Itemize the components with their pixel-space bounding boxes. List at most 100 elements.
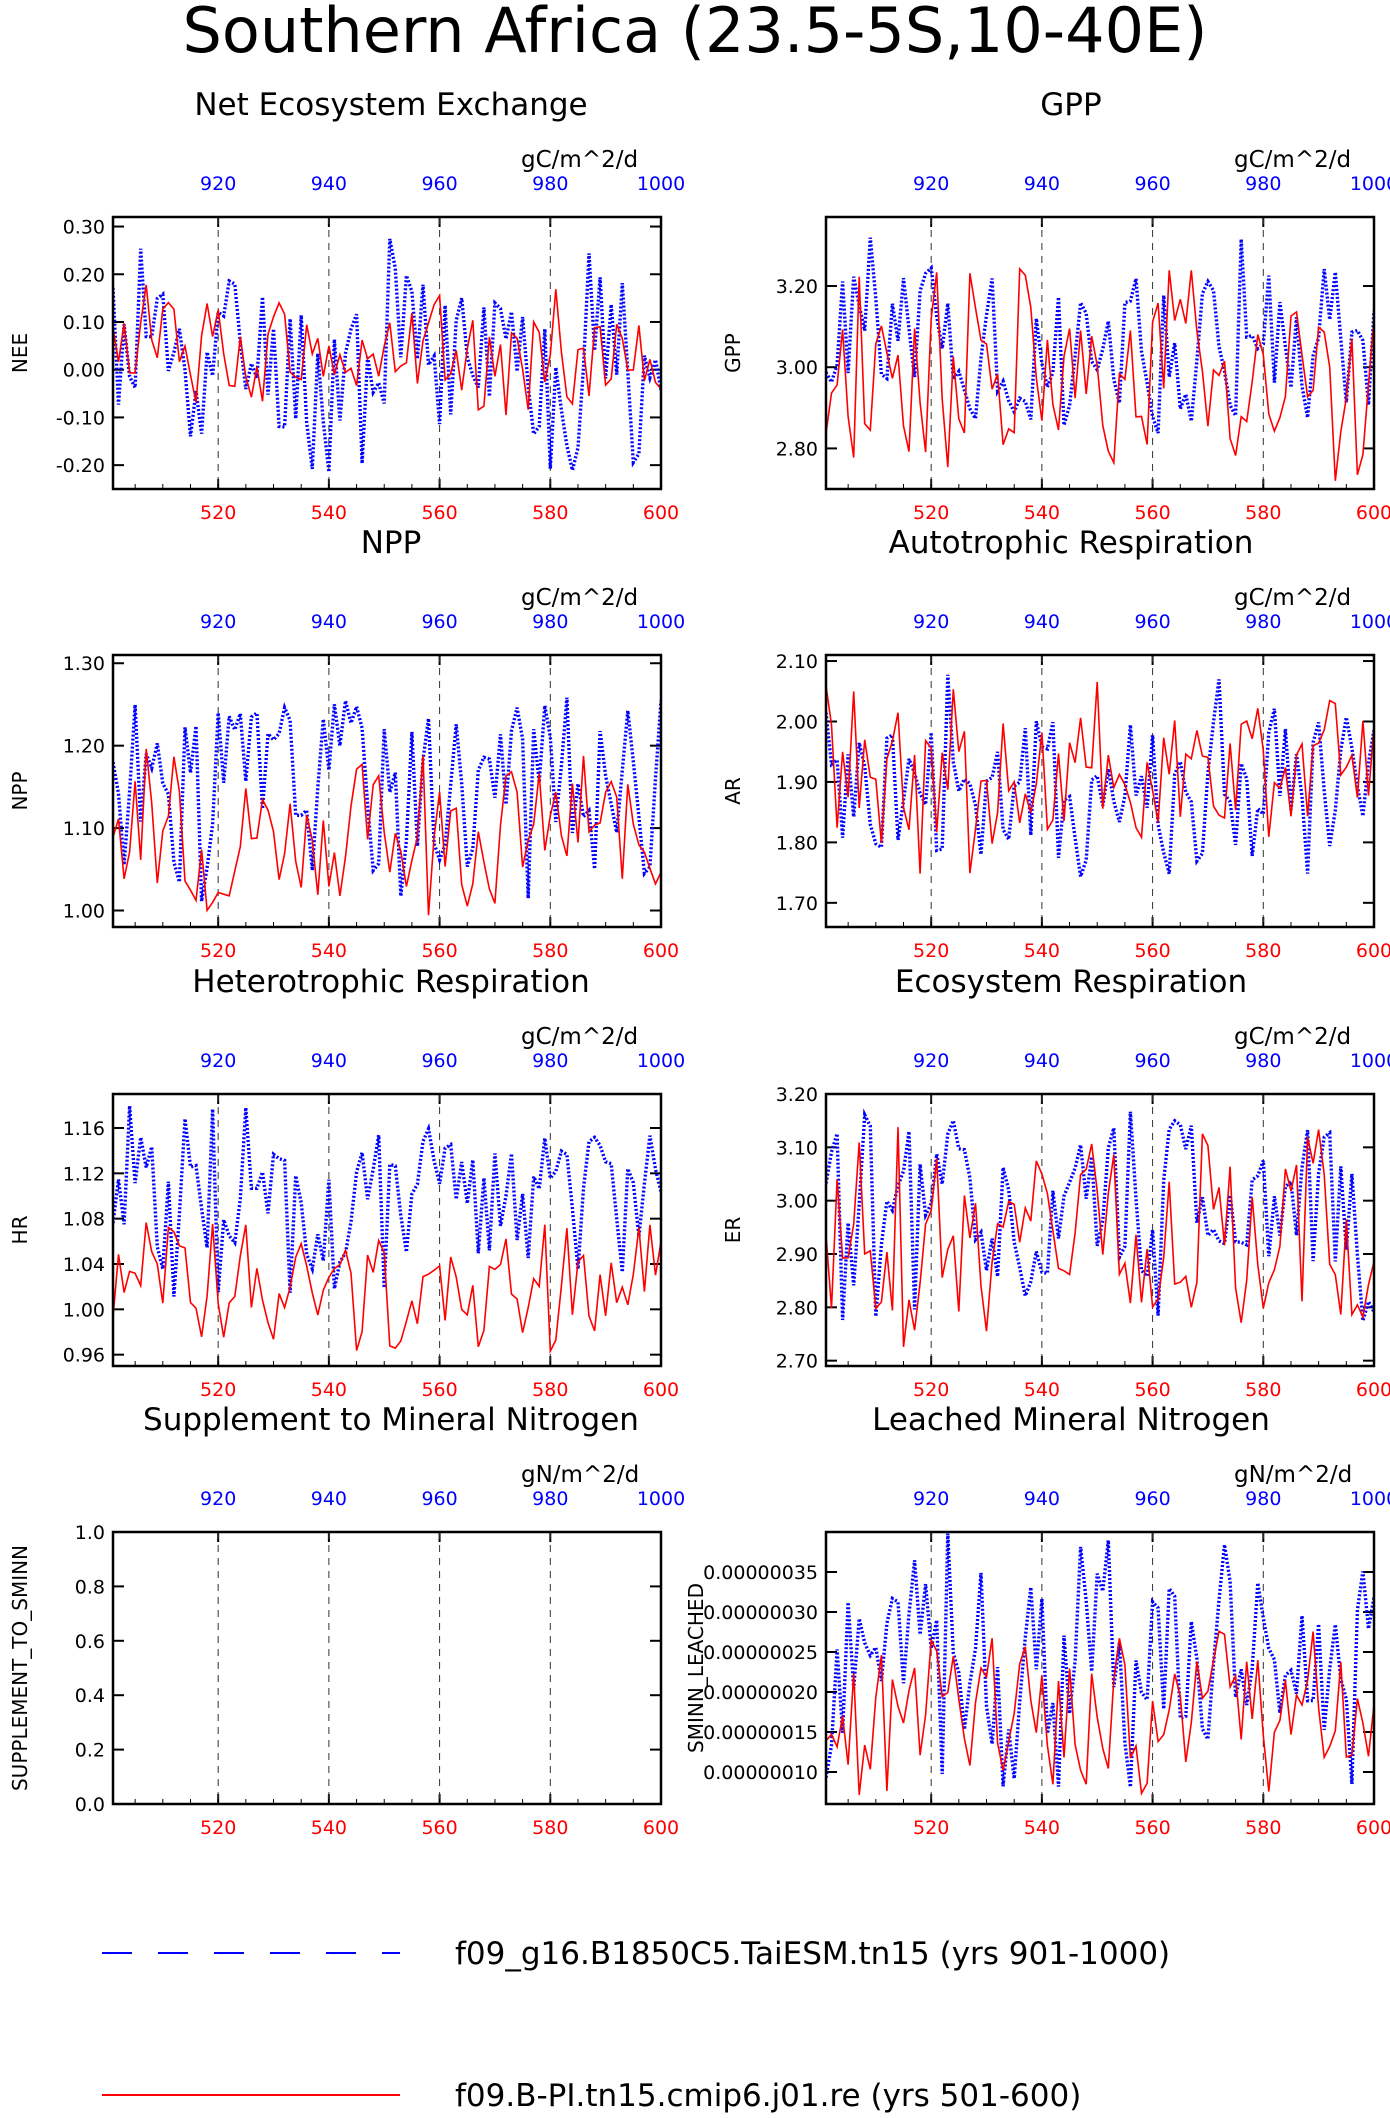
bottom-tick-label: 540: [1024, 1817, 1060, 1839]
bottom-tick-label: 540: [1024, 940, 1060, 962]
top-tick-label: 960: [1134, 1050, 1170, 1072]
top-tick-label: 1000: [637, 611, 685, 633]
panel-sminn-leached: Leached Mineral Nitrogen gN/m^2/d 920 940 96…: [684, 1402, 1390, 1839]
top-tick-label: 920: [200, 1488, 236, 1510]
plot-frame: [824, 1530, 1376, 1806]
legend: f09_g16.B1850C5.TaiESM.tn15 (yrs 901-100…: [102, 1936, 1170, 2114]
units-label: gN/m^2/d: [1234, 1462, 1352, 1488]
units-label: gC/m^2/d: [521, 585, 638, 611]
top-tick-label: 960: [1134, 611, 1170, 633]
series-line-blue: [826, 237, 1374, 434]
panel-title: Leached Mineral Nitrogen: [872, 1402, 1270, 1438]
bottom-tick-label: 580: [532, 502, 568, 524]
units-label: gC/m^2/d: [1234, 147, 1351, 173]
series-line-blue: [113, 697, 661, 902]
series-line-blue: [113, 238, 661, 473]
bottom-tick-label: 600: [1356, 940, 1390, 962]
panel-nee: Net Ecosystem Exchange gC/m^2/d 920 940 960 9…: [8, 87, 685, 524]
panel-title: Ecosystem Respiration: [895, 964, 1247, 1000]
top-tick-label: 940: [1024, 1050, 1060, 1072]
y-tick-label: 0.00000035: [703, 1562, 818, 1584]
y-tick-label: 1.80: [776, 832, 818, 854]
units-label: gN/m^2/d: [521, 1462, 639, 1488]
y-tick-label: 1.0: [75, 1522, 105, 1544]
y-tick-label: 1.04: [63, 1254, 105, 1276]
top-tick-label: 940: [311, 1488, 347, 1510]
panel-er: Ecosystem Respiration gC/m^2/d 920 940 960 98…: [721, 964, 1390, 1401]
bottom-tick-label: 520: [200, 940, 236, 962]
top-tick-label: 960: [421, 1050, 457, 1072]
y-axis-label: HR: [8, 1215, 32, 1244]
top-tick-label: 960: [1134, 1488, 1170, 1510]
y-tick-label: 1.70: [776, 893, 818, 915]
top-tick-label: 920: [200, 173, 236, 195]
bottom-tick-label: 560: [1134, 940, 1170, 962]
top-tick-label: 920: [913, 1050, 949, 1072]
bottom-tick-label: 580: [1245, 1817, 1281, 1839]
y-tick-label: 3.10: [776, 1137, 818, 1159]
bottom-tick-label: 580: [1245, 1379, 1281, 1401]
top-tick-label: 980: [532, 1050, 568, 1072]
y-tick-label: 0.4: [75, 1685, 105, 1707]
top-tick-label: 940: [311, 173, 347, 195]
y-axis-label: GPP: [721, 333, 745, 373]
bottom-tick-label: 600: [643, 940, 679, 962]
bottom-tick-label: 580: [1245, 940, 1281, 962]
panel-supplement-to-sminn: Supplement to Mineral Nitrogen gN/m^2/d 92…: [8, 1402, 685, 1839]
bottom-tick-label: 580: [532, 1379, 568, 1401]
top-tick-label: 940: [1024, 611, 1060, 633]
top-tick-label: 1000: [637, 1050, 685, 1072]
bottom-tick-label: 600: [1356, 502, 1390, 524]
y-tick-label: 1.10: [63, 818, 105, 840]
top-tick-label: 980: [532, 173, 568, 195]
bottom-tick-label: 580: [1245, 502, 1281, 524]
top-tick-label: 980: [532, 1488, 568, 1510]
top-tick-label: 980: [1245, 173, 1281, 195]
top-tick-label: 920: [913, 173, 949, 195]
top-tick-label: 940: [311, 611, 347, 633]
bottom-tick-label: 540: [1024, 1379, 1060, 1401]
bottom-tick-label: 520: [200, 1817, 236, 1839]
y-tick-label: 1.00: [63, 1299, 105, 1321]
top-tick-label: 980: [1245, 1050, 1281, 1072]
top-tick-label: 960: [421, 1488, 457, 1510]
bottom-tick-label: 600: [643, 1379, 679, 1401]
series-line-red: [826, 1127, 1374, 1347]
bottom-tick-label: 520: [913, 1817, 949, 1839]
panel-title: GPP: [1040, 87, 1101, 123]
y-tick-label: 0.8: [75, 1576, 105, 1598]
top-tick-label: 940: [1024, 1488, 1060, 1510]
y-tick-label: 0.00000010: [703, 1762, 818, 1784]
top-tick-label: 920: [913, 611, 949, 633]
bottom-tick-label: 560: [421, 940, 457, 962]
y-tick-label: 0.00: [63, 360, 105, 382]
bottom-tick-label: 560: [421, 502, 457, 524]
y-tick-label: 2.80: [776, 438, 818, 460]
top-tick-label: 1000: [1350, 173, 1390, 195]
panel-hr: Heterotrophic Respiration gC/m^2/d 920 940 9…: [8, 964, 685, 1401]
top-tick-label: 920: [913, 1488, 949, 1510]
y-tick-label: 1.90: [776, 772, 818, 794]
y-tick-label: 1.20: [63, 736, 105, 758]
plot-frame: [111, 653, 663, 929]
y-axis-label: SMINN_LEACHED: [684, 1583, 708, 1753]
y-axis-label: ER: [721, 1217, 745, 1244]
series-line-red: [113, 284, 661, 416]
y-axis-label: NPP: [8, 771, 32, 810]
bottom-tick-label: 600: [643, 1817, 679, 1839]
bottom-tick-label: 540: [311, 940, 347, 962]
bottom-tick-label: 560: [1134, 1379, 1170, 1401]
y-tick-label: 2.10: [776, 651, 818, 673]
y-tick-label: 3.00: [776, 357, 818, 379]
units-label: gC/m^2/d: [521, 147, 638, 173]
y-axis-label: NEE: [8, 333, 32, 373]
y-tick-label: 1.30: [63, 653, 105, 675]
panel-gpp: GPP gC/m^2/d 920 940 960 980 1000 520 540 560 580 6…: [721, 87, 1390, 524]
y-tick-label: 0.10: [63, 312, 105, 334]
panels: Net Ecosystem Exchange gC/m^2/d 920 940 960 9…: [8, 87, 1390, 1839]
top-tick-label: 1000: [1350, 611, 1390, 633]
top-tick-label: 1000: [637, 1488, 685, 1510]
y-tick-label: 0.00000020: [703, 1682, 818, 1704]
y-tick-label: 0.6: [75, 1631, 105, 1653]
y-tick-label: 1.00: [63, 901, 105, 923]
